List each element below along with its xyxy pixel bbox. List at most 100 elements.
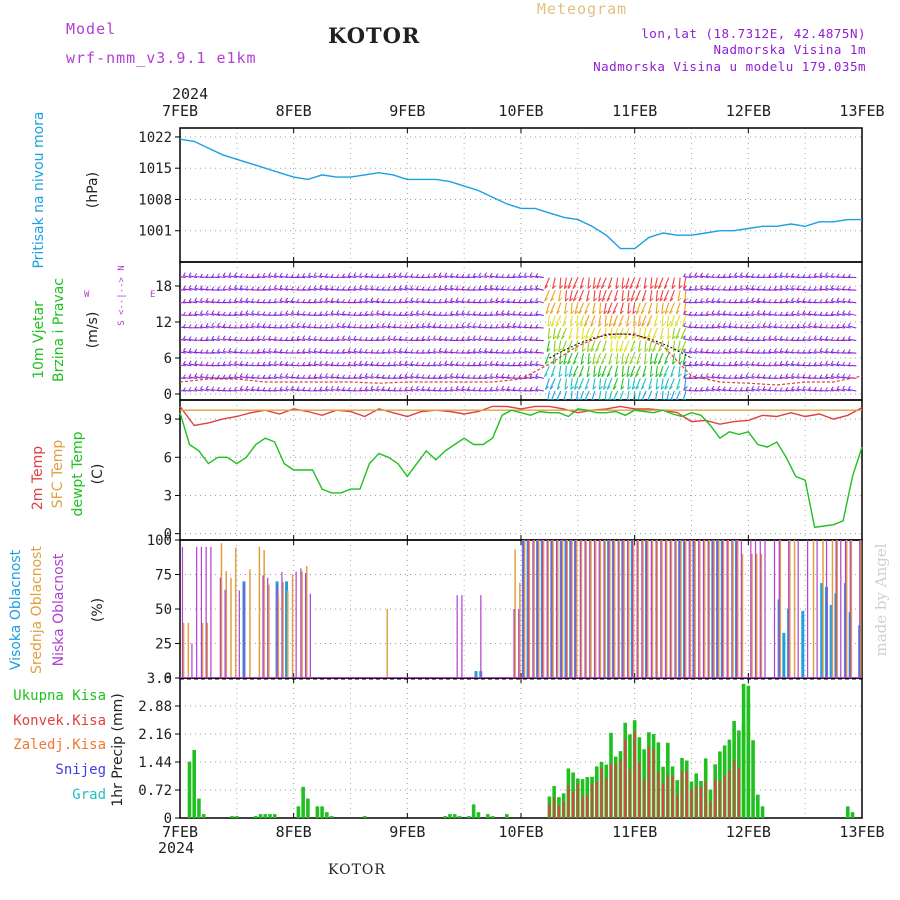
temp-unit: (C) (90, 464, 106, 485)
wind-barb-tick (228, 360, 232, 365)
wind-barb (342, 276, 351, 279)
wind-barb-tick (279, 324, 283, 328)
wind-barb (217, 275, 226, 279)
wind-barb-tick (279, 284, 283, 289)
wind-barb (683, 338, 692, 342)
wind-barb-tick (450, 348, 453, 353)
cloud-bar-mid (751, 553, 753, 678)
wind-barb-tick (296, 298, 300, 303)
wind-barb (268, 350, 277, 354)
wind-barb (359, 363, 368, 367)
wind-barb-tick (598, 297, 603, 302)
wind-barb (313, 275, 323, 279)
wind-barb-tick (655, 310, 660, 315)
wind-barb-tick (842, 285, 846, 290)
precip-bar-total (306, 798, 310, 818)
wind-barb-tick (285, 336, 289, 341)
cloud-bar-mid (741, 553, 744, 678)
wind-barb (456, 300, 465, 304)
wind-barb (427, 276, 436, 279)
wind-barb-tick (438, 311, 442, 316)
wind-barb-tick (585, 398, 588, 400)
wind-barb (495, 300, 505, 304)
wind-barb (399, 301, 408, 304)
wind-barb-tick (572, 373, 577, 378)
wind-barb-tick (467, 310, 470, 315)
wind-barb-tick (506, 349, 510, 353)
wind-barb (279, 313, 289, 316)
wind-barb-tick (296, 322, 300, 327)
wind-barb (223, 377, 232, 379)
wind-barb-tick (774, 311, 777, 316)
wind-barb-tick (722, 286, 726, 291)
cloud-bar-mid (230, 577, 232, 678)
wind-barb-tick (547, 335, 552, 340)
cloud-bar-mid (680, 540, 682, 678)
wind-barb (604, 390, 607, 400)
wind-barb-tick (667, 335, 672, 340)
wind-barb (180, 351, 186, 354)
wind-barb (604, 327, 607, 340)
wind-barb (234, 363, 243, 367)
wind-barb-tick (290, 336, 294, 340)
wind-barb (421, 312, 431, 316)
wind-barb-tick (512, 286, 516, 291)
wind-barb-tick (734, 285, 738, 290)
wind-barb (268, 288, 277, 291)
wind-barb (774, 275, 783, 279)
wind-barb (578, 365, 585, 378)
wind-barb-tick (336, 273, 340, 278)
wind-barb-tick (739, 387, 743, 391)
wind-barb-tick (336, 322, 340, 327)
wind-barb (566, 340, 573, 352)
wind-barb-tick (427, 273, 431, 277)
wind-barb (444, 350, 453, 354)
wind-barb-tick (336, 286, 340, 290)
wind-barb-tick (700, 386, 703, 391)
wind-barb-tick (722, 310, 726, 315)
wind-barb (675, 327, 681, 340)
wind-barb-tick (404, 360, 408, 365)
wind-barb-tick (630, 297, 635, 302)
wind-barb (597, 365, 602, 377)
wind-barb-tick (427, 386, 431, 391)
wind-barb-tick (779, 323, 783, 328)
cloud-bar-low (522, 540, 525, 678)
precip-bar-total (201, 814, 206, 818)
cloud-bar-low (646, 540, 648, 678)
wind-barb (467, 351, 476, 354)
wind-barb-tick (842, 349, 846, 354)
wind-barb (359, 389, 368, 392)
wind-compass-w: W (84, 290, 90, 300)
wind-barb-tick (353, 298, 357, 303)
wind-barb (678, 365, 681, 377)
wind-barb (573, 378, 579, 390)
cloud-bar-high (801, 610, 805, 678)
wind-barb (652, 340, 658, 352)
wind-barb-tick (550, 297, 555, 302)
wind-barb-tick (768, 298, 772, 303)
wind-barb (780, 301, 789, 304)
cloud-bar-low (660, 540, 662, 678)
wind-barb (728, 275, 738, 279)
wind-barb-tick (529, 386, 533, 391)
wind-barb-tick (621, 360, 626, 365)
wind-barb (598, 290, 602, 302)
wind-barb-tick (472, 361, 476, 366)
wind-barb-tick (654, 285, 659, 289)
wind-barb (544, 289, 550, 302)
wind-barb-tick (273, 324, 277, 328)
wind-barb (535, 287, 544, 291)
wind-barb (495, 326, 505, 329)
wind-barb (302, 275, 311, 279)
wind-barb-tick (847, 298, 851, 302)
wind-barb-tick (762, 335, 766, 340)
cloud-bar-low (608, 540, 610, 678)
ytick-label: 0.72 (138, 783, 172, 799)
wind-barb-tick (393, 335, 397, 340)
wind-barb-tick (421, 349, 425, 353)
wind-barb-tick (564, 310, 569, 315)
wind-barb-tick (717, 349, 721, 354)
wind-barb (478, 275, 488, 279)
wind-barb-tick (421, 336, 425, 340)
